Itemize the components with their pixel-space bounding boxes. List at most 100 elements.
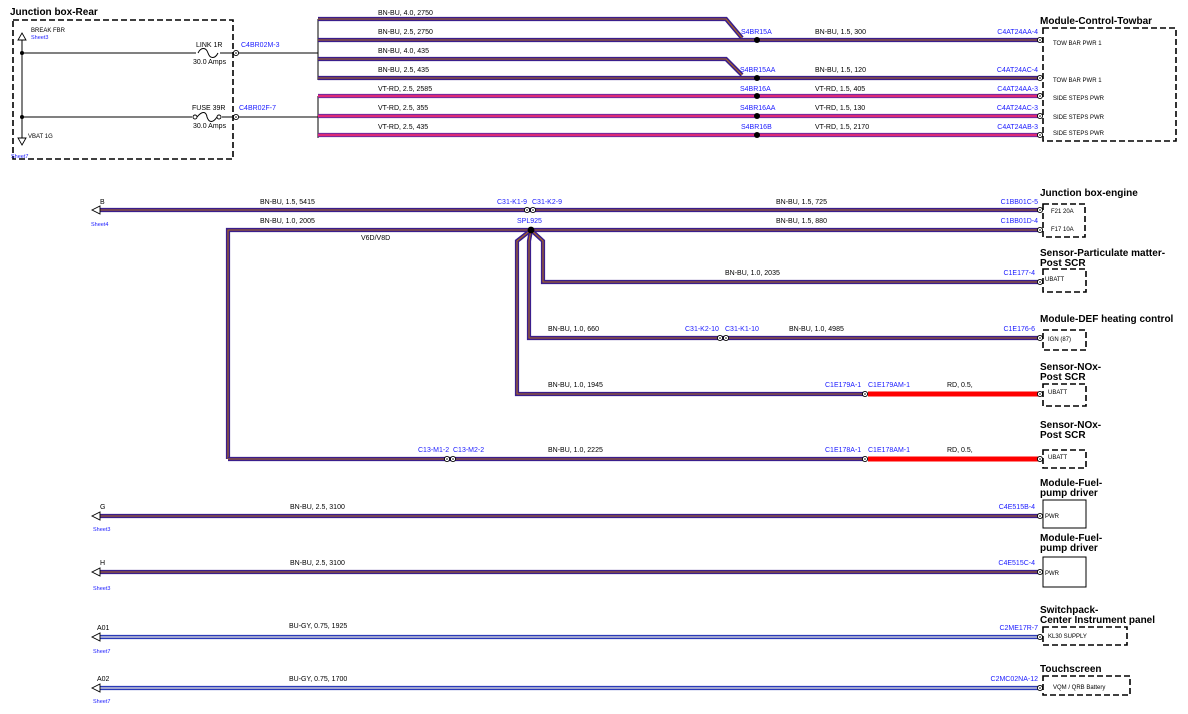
module-def-heating-control[interactable]: Module-DEF heating control IGN (87) — [1040, 314, 1174, 351]
top-harness[interactable]: BN-BU, 4.0, 2750 BN-BU, 2.5, 2750 BN-BU,… — [318, 10, 1044, 139]
connector-c4e515b-4[interactable]: C4E515B-4 — [999, 504, 1035, 511]
wire-spec: BN-BU, 1.0, 4985 — [789, 326, 844, 333]
touchscreen-outline — [1042, 675, 1131, 696]
splice-nodes[interactable] — [754, 37, 760, 138]
junction-box-engine[interactable]: Junction box-engine F21 20A F17 10A — [1040, 188, 1138, 238]
junction-box-engine-outline — [1042, 203, 1086, 238]
connector-label[interactable]: C1E179AM-1 — [868, 382, 910, 389]
pin-label: SIDE STEPS PWR — [1053, 115, 1105, 121]
connector-c1bb01c-5[interactable]: C1BB01C-5 — [1001, 199, 1038, 206]
arrow-left-icon[interactable] — [90, 511, 101, 521]
connector-label[interactable]: C31-K2-9 — [532, 199, 562, 206]
module-fuel-pump-driver-2[interactable]: H Sheet3 BN-BU, 2.5, 3100 C4E515C-4 Modu… — [90, 533, 1102, 592]
junction-box-engine-title: Junction box-engine — [1040, 188, 1138, 199]
sheet3-link[interactable]: Sheet3 — [93, 527, 110, 533]
connector-label[interactable]: C31-K1-9 — [497, 199, 527, 206]
connector-c1bb01d-4[interactable]: C1BB01D-4 — [1001, 218, 1038, 225]
sensor-nox2-outline — [1042, 449, 1087, 469]
splice-spl925-label[interactable]: SPL925 — [517, 218, 542, 225]
arrow-left-icon[interactable] — [90, 567, 101, 577]
junction-box-rear-outline — [12, 19, 234, 160]
sheet3-link[interactable]: Sheet3 — [93, 586, 110, 592]
splice-s4br16a[interactable] — [754, 93, 760, 99]
splice-s4br16aa[interactable] — [754, 113, 760, 119]
fuel-pump1-outline — [1042, 499, 1087, 529]
sensor-nox-post-scr-1[interactable]: Sensor-NOx- Post SCR UBATT — [1040, 362, 1101, 407]
splice-label[interactable]: S4BR16AA — [740, 105, 776, 112]
connector-label[interactable]: C13-M1-2 — [418, 447, 449, 454]
off-sheet-label: H — [100, 560, 105, 567]
fuel-pump2-outline — [1042, 556, 1087, 588]
connector-label[interactable]: C1E179A-1 — [825, 382, 861, 389]
splice-label[interactable]: S4BR16B — [741, 124, 772, 131]
pin-label: PWR — [1045, 571, 1060, 577]
connector-label[interactable]: C31-K2-10 — [685, 326, 719, 333]
connector-label[interactable]: C13-M2-2 — [453, 447, 484, 454]
connector-label[interactable]: C1E178A-1 — [825, 447, 861, 454]
off-sheet-label: A02 — [97, 676, 110, 683]
module-fuel-pump-driver-1[interactable]: G Sheet3 BN-BU, 2.5, 3100 C4E515B-4 Modu… — [90, 478, 1102, 533]
connector-label[interactable]: C4AT24AA-3 — [997, 86, 1038, 93]
wire-spec: BN-BU, 1.5, 880 — [776, 218, 827, 225]
fuel-pump2-title: Module-Fuel- — [1040, 533, 1102, 544]
sheet3-link[interactable]: Sheet3 — [31, 35, 48, 41]
junction-box-rear-title: Junction box-Rear — [10, 7, 98, 18]
wire-spec: BN-BU, 2.5, 3100 — [290, 560, 345, 567]
wire-spec: BN-BU, 1.5, 300 — [815, 29, 866, 36]
splice-s4br16b[interactable] — [754, 132, 760, 138]
switchpack-outline — [1042, 626, 1128, 646]
junction-box-rear[interactable]: Junction box-Rear BREAK FBR Sheet3 VBAT … — [10, 7, 280, 160]
splice-label[interactable]: S4BR16A — [740, 86, 771, 93]
connector-label[interactable]: C4AT24AC-4 — [997, 67, 1038, 74]
wire-bn-bu-1-0-2005[interactable] — [225, 227, 1040, 459]
sheet7-link[interactable]: Sheet7 — [93, 649, 110, 655]
splice-label[interactable]: S4BR15A — [741, 29, 772, 36]
wire-spec: VT-RD, 2.5, 2585 — [378, 86, 432, 93]
splice-s4br15a[interactable] — [754, 37, 760, 43]
wire-bn-bu-1-0-2035[interactable] — [529, 228, 1040, 285]
pin-label: KL30 SUPPLY — [1048, 634, 1087, 640]
wire-spec: RD, 0.5, — [947, 447, 973, 454]
module-def-title: Module-DEF heating control — [1040, 314, 1174, 325]
wire-bn-bu-4-0-435[interactable] — [318, 56, 744, 77]
arrow-left-icon[interactable] — [90, 683, 101, 693]
connector-c1e176-6[interactable]: C1E176-6 — [1003, 326, 1035, 333]
connector-label[interactable]: C4AT24AA-4 — [997, 29, 1038, 36]
sheet7-link[interactable]: Sheet7 — [93, 699, 110, 705]
sheet7-link[interactable]: Sheet7 — [11, 154, 28, 160]
pin-label: PWR — [1045, 514, 1060, 520]
sensor-pm-title: Sensor-Particulate matter- — [1040, 248, 1165, 259]
off-sheet-label: B — [100, 199, 105, 206]
connector-c2me17r-7[interactable]: C2ME17R-7 — [999, 625, 1038, 632]
wire-bn-bu-4-0-2750[interactable] — [318, 16, 744, 40]
connector-label[interactable]: C4AT24AB-3 — [997, 124, 1038, 131]
connector-label[interactable]: C1E178AM-1 — [868, 447, 910, 454]
fuel-pump2-subtitle: pump driver — [1040, 543, 1098, 554]
connector-c4e515c-4[interactable]: C4E515C-4 — [998, 560, 1035, 567]
wire-bn-bu-1-0-660[interactable] — [526, 229, 1040, 341]
splice-label[interactable]: S4BR15AA — [740, 67, 776, 74]
engine-harness[interactable]: B Sheet4 BN-BU, 1.5, 5415 C31-K1-9 C31-K… — [90, 199, 1044, 463]
off-sheet-label: G — [100, 504, 105, 511]
sheet4-link[interactable]: Sheet4 — [91, 222, 108, 228]
wire-bn-bu-1-0-1945[interactable] — [514, 228, 865, 397]
arrow-left-icon[interactable] — [90, 632, 101, 642]
pin-label: SIDE STEPS PWR — [1053, 131, 1105, 137]
connector-c4br02f-7[interactable]: C4BR02F-7 — [239, 105, 276, 112]
pin-label: IGN (87) — [1048, 337, 1071, 343]
module-control-towbar[interactable]: Module-Control-Towbar TOW BAR PWR 1 TOW … — [1040, 16, 1177, 142]
connector-c2mc02na-12[interactable]: C2MC02NA-12 — [991, 676, 1039, 683]
connector-label[interactable]: C31-K1-10 — [725, 326, 759, 333]
sensor-particulate-matter[interactable]: Sensor-Particulate matter- Post SCR UBAT… — [1040, 248, 1165, 293]
splice-s4br15aa[interactable] — [754, 75, 760, 81]
sensor-nox-post-scr-2[interactable]: Sensor-NOx- Post SCR UBATT — [1040, 420, 1101, 469]
splice-spl925[interactable] — [527, 226, 535, 234]
wire-spec: BN-BU, 1.0, 2035 — [725, 270, 780, 277]
connector-label[interactable]: C4AT24AC-3 — [997, 105, 1038, 112]
arrow-left-icon[interactable] — [90, 205, 101, 215]
connector-c4br02m-3[interactable]: C4BR02M-3 — [241, 42, 280, 49]
switchpack-center-instrument-panel[interactable]: A01 Sheet7 BU-GY, 0.75, 1925 C2ME17R-7 S… — [90, 605, 1155, 655]
touchscreen[interactable]: A02 Sheet7 BU-GY, 0.75, 1700 C2MC02NA-12… — [90, 664, 1131, 705]
sensor-pm-outline — [1042, 268, 1087, 293]
connector-c1e177-4[interactable]: C1E177-4 — [1003, 270, 1035, 277]
